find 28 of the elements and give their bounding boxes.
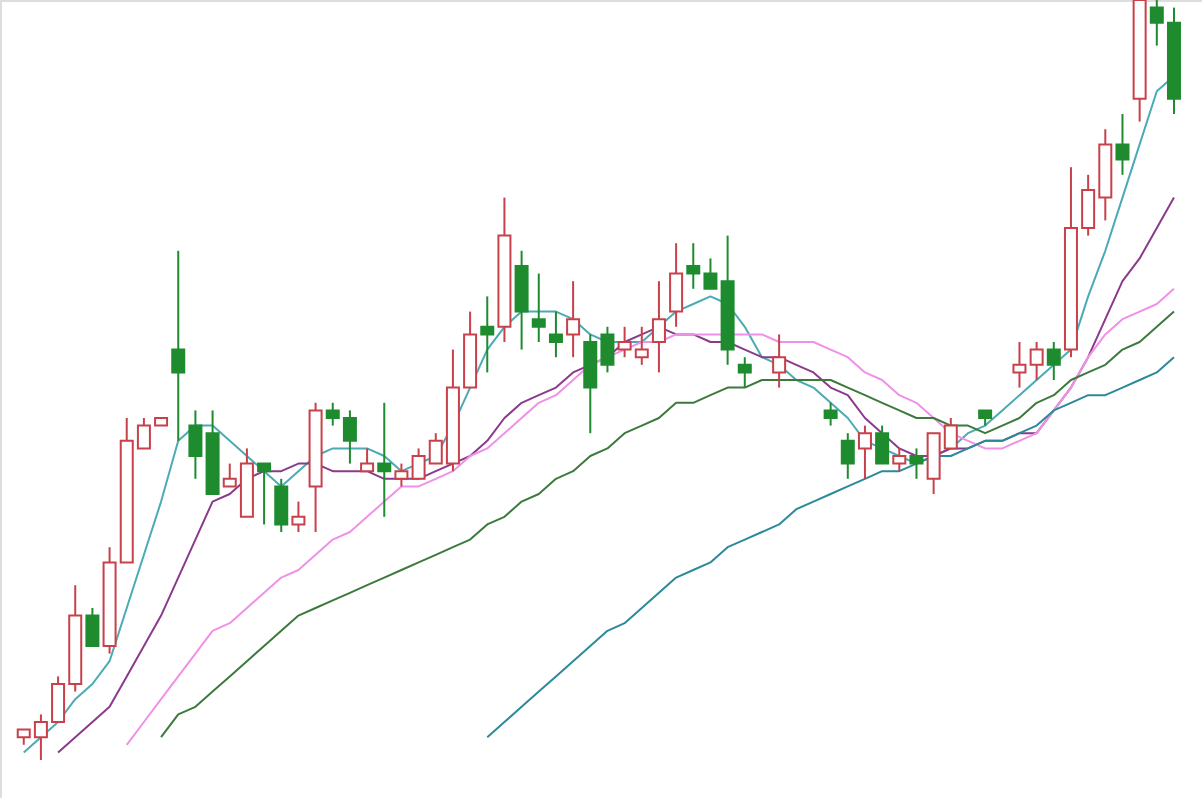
candlestick (531, 272, 546, 343)
candlestick (514, 249, 529, 351)
candlestick (1012, 341, 1027, 389)
candlestick (566, 280, 581, 359)
candlestick (394, 462, 409, 488)
candlestick (274, 477, 289, 533)
candlestick (257, 462, 272, 526)
candlestick (840, 432, 855, 480)
candlestick (875, 424, 890, 465)
candlestick (548, 310, 563, 359)
candlestick (737, 356, 752, 389)
candlestick (1046, 341, 1061, 381)
candlestick (651, 280, 666, 374)
candlestick (85, 607, 100, 647)
candlestick (291, 500, 306, 533)
candlestick (857, 424, 872, 480)
candlestick (1115, 113, 1130, 176)
candlestick (360, 447, 375, 473)
candlestick (823, 401, 838, 427)
candlestick (772, 333, 787, 389)
candlestick (171, 249, 186, 442)
candlestick (1029, 341, 1044, 381)
candlestick (909, 447, 924, 480)
candlestick (188, 409, 203, 480)
candlestick (377, 401, 392, 518)
candlestick (892, 447, 907, 473)
candlestick (669, 242, 684, 328)
candlestick (480, 295, 495, 374)
